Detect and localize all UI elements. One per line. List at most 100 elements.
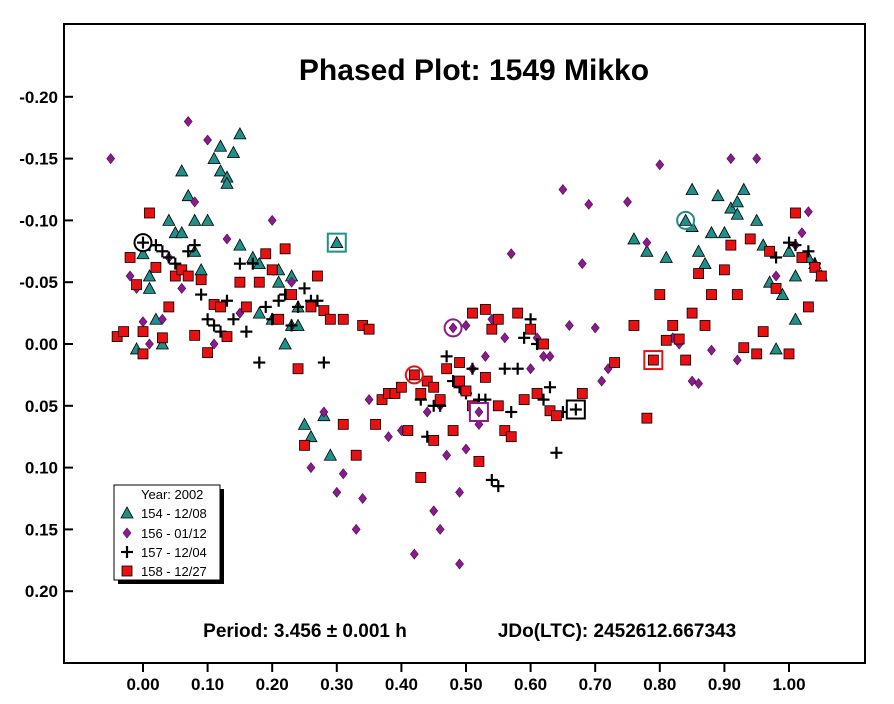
data-point-156 <box>267 214 277 226</box>
data-point-158 <box>680 354 692 366</box>
data-point-158 <box>609 357 620 368</box>
data-point-158 <box>531 388 543 399</box>
data-point-156 <box>306 462 316 474</box>
data-point-157 <box>220 294 233 307</box>
data-point-154 <box>775 287 790 300</box>
data-point-154 <box>297 417 312 430</box>
data-point-154 <box>233 127 247 140</box>
data-point-154 <box>200 213 215 226</box>
data-point-154 <box>698 256 712 270</box>
y-tick-label: 0.05 <box>25 397 58 416</box>
data-point-158 <box>738 342 750 354</box>
y-tick-label: -0.15 <box>19 150 58 169</box>
data-point-158 <box>415 388 427 399</box>
data-point-158 <box>725 239 737 251</box>
data-point-158 <box>363 323 375 335</box>
data-point-158 <box>324 313 336 325</box>
data-point-158 <box>809 261 821 273</box>
data-point-156 <box>409 548 419 560</box>
data-point-154 <box>304 429 318 443</box>
data-point-157 <box>485 473 498 486</box>
data-point-157 <box>227 313 240 326</box>
x-tick-label: 0.30 <box>320 675 353 694</box>
data-point-158 <box>667 320 679 331</box>
data-point-156 <box>655 159 665 171</box>
highlighted-point-marker <box>678 213 693 226</box>
legend-marker-156 <box>122 527 132 539</box>
highlighted-point <box>404 365 424 385</box>
data-point-157 <box>802 245 815 258</box>
data-point-158 <box>144 207 155 219</box>
data-point-156 <box>558 184 568 195</box>
data-point-154 <box>252 306 266 319</box>
legend-marker-157 <box>121 546 133 558</box>
legend-marker-154 <box>120 506 134 519</box>
x-tick-label: 0.10 <box>191 675 224 694</box>
data-point-156 <box>319 406 329 418</box>
data-point-156 <box>564 319 574 331</box>
data-point-156 <box>435 523 445 535</box>
data-point-157 <box>298 282 311 295</box>
data-point-157 <box>505 405 518 418</box>
data-point-154 <box>162 213 176 226</box>
data-point-158 <box>505 431 517 443</box>
data-point-154 <box>737 182 751 195</box>
data-point-154 <box>142 269 157 282</box>
data-point-156 <box>422 406 432 418</box>
highlighted-point-marker <box>647 354 659 366</box>
data-point-157 <box>188 239 201 252</box>
data-point-158 <box>312 270 323 282</box>
data-point-156 <box>771 270 781 282</box>
highlighted-point-marker <box>408 369 420 381</box>
highlighted-point <box>443 318 463 338</box>
x-tick-label: 0.20 <box>256 675 289 694</box>
data-point-158 <box>163 301 175 313</box>
data-point-154 <box>704 225 719 239</box>
data-point-158 <box>150 261 162 273</box>
data-point-158 <box>441 363 453 375</box>
data-point-158 <box>628 320 640 331</box>
data-point-154 <box>730 195 744 208</box>
highlighted-point <box>468 401 489 422</box>
data-point-157 <box>537 393 550 406</box>
x-tick-label: 0.40 <box>385 675 418 694</box>
data-point-156 <box>455 558 464 570</box>
y-tick-label: 0.00 <box>25 335 58 354</box>
data-point-157 <box>543 381 556 394</box>
data-point-158 <box>428 435 440 446</box>
data-point-157 <box>246 257 259 270</box>
data-point-156 <box>190 196 200 208</box>
data-point-157 <box>195 288 208 301</box>
data-point-157 <box>162 251 175 264</box>
data-point-156 <box>287 276 296 288</box>
data-point-154 <box>782 244 796 257</box>
data-point-158 <box>576 388 588 399</box>
data-point-158 <box>337 313 349 325</box>
data-point-156 <box>726 153 736 165</box>
data-point-154 <box>769 342 783 355</box>
data-point-157 <box>208 319 221 332</box>
data-point-156 <box>209 338 219 350</box>
data-point-158 <box>428 381 440 393</box>
data-point-158 <box>719 264 730 276</box>
data-point-157 <box>259 300 272 313</box>
data-point-158 <box>473 456 485 467</box>
data-point-157 <box>440 350 453 363</box>
footer-period: Period: 3.456 ± 0.001 h <box>203 621 407 642</box>
data-point-158 <box>253 276 265 288</box>
data-point-156 <box>539 350 548 362</box>
data-point-156 <box>577 258 587 270</box>
data-point-156 <box>480 350 490 362</box>
data-point-158 <box>454 357 465 368</box>
data-point-158 <box>299 439 310 451</box>
data-point-158 <box>551 410 562 422</box>
data-point-157 <box>518 331 531 344</box>
data-point-157 <box>524 313 537 326</box>
data-point-158 <box>790 207 801 219</box>
data-point-154 <box>136 246 150 260</box>
data-point-158 <box>137 348 149 360</box>
data-point-156 <box>584 198 594 210</box>
highlighted-point <box>643 350 664 371</box>
highlighted-points <box>133 210 696 422</box>
data-point-156 <box>687 375 697 387</box>
